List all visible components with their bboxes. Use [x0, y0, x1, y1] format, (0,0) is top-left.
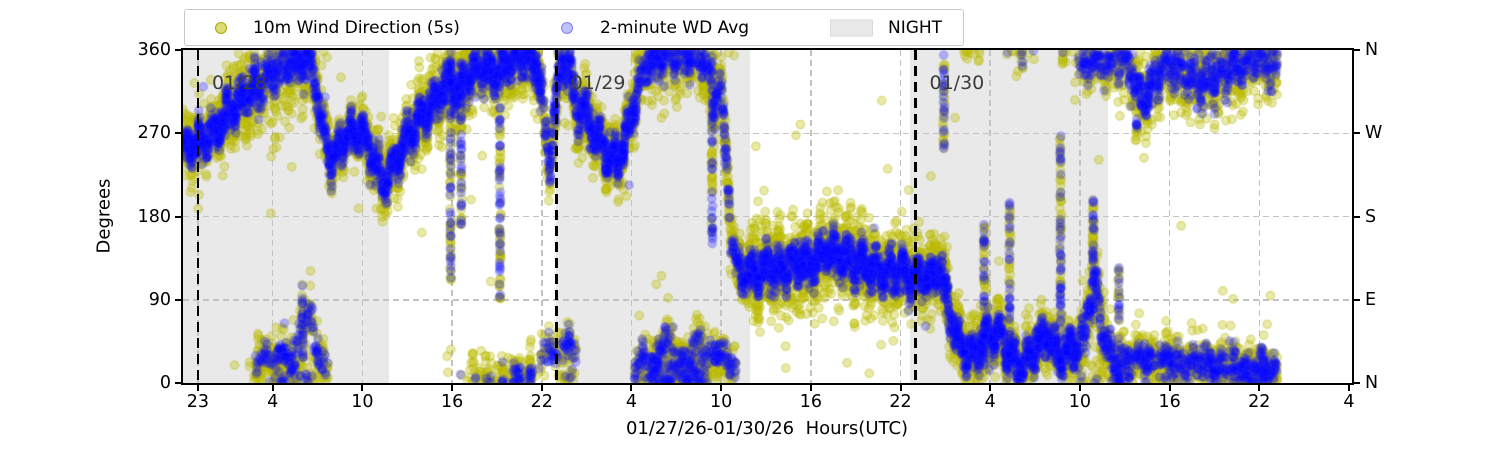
- y-tick-mark: [175, 382, 183, 384]
- x-tick-label: 10: [710, 392, 733, 412]
- x-tick-label: 16: [799, 392, 822, 412]
- date-line: [555, 50, 558, 383]
- y-tick-label: 180: [137, 206, 171, 227]
- compass-tick-mark: [1352, 132, 1360, 135]
- compass-tick-mark: [1352, 49, 1360, 51]
- x-tick-mark: [1078, 383, 1081, 391]
- x-tick-label: 4: [267, 392, 279, 412]
- y-tick-mark: [175, 215, 183, 218]
- x-tick-label: 22: [530, 392, 553, 412]
- x-tick-mark: [451, 383, 454, 391]
- x-tick-mark: [1168, 383, 1171, 391]
- compass-tick-label: N: [1365, 40, 1379, 60]
- x-tick-mark: [1348, 383, 1350, 391]
- y-tick-label: 360: [137, 40, 171, 60]
- y-tick-mark: [175, 298, 183, 301]
- compass-tick-label: W: [1365, 123, 1383, 144]
- y-tick-mark: [175, 132, 183, 135]
- x-tick-label: 22: [889, 392, 912, 412]
- legend-marker-night-patch-icon: [830, 19, 873, 36]
- x-tick-label: 10: [351, 392, 374, 412]
- legend-marker-5s-dot-icon: [215, 21, 227, 34]
- compass-tick-mark: [1352, 382, 1360, 384]
- legend-label-avg: 2-minute WD Avg: [600, 17, 750, 38]
- x-tick-mark: [809, 383, 812, 391]
- y-tick-label: 0: [159, 373, 171, 393]
- date-line-label: 01/30: [929, 72, 985, 94]
- x-tick-mark: [540, 383, 543, 391]
- x-tick-label: 22: [1248, 392, 1271, 412]
- y-tick-mark: [175, 49, 183, 51]
- compass-tick-label: N: [1365, 373, 1379, 393]
- x-tick-label: 16: [440, 392, 464, 412]
- x-tick-mark: [271, 383, 274, 391]
- legend-label-5s: 10m Wind Direction (5s): [253, 17, 460, 38]
- x-tick-label: 4: [625, 392, 638, 412]
- x-tick-mark: [989, 383, 992, 391]
- x-tick-mark: [899, 383, 902, 391]
- x-tick-mark: [720, 383, 723, 391]
- x-tick-label: 4: [1343, 392, 1355, 412]
- compass-tick-label: S: [1365, 206, 1377, 227]
- legend-marker-avg-dot-icon: [561, 21, 573, 34]
- compass-tick-mark: [1352, 215, 1360, 218]
- date-line-label: 01/28: [211, 72, 267, 94]
- x-tick-mark: [630, 383, 633, 391]
- date-line: [196, 50, 200, 383]
- x-axis-label: 01/27/26-01/30/26 Hours(UTC): [625, 418, 909, 439]
- y-tick-label: 270: [137, 123, 171, 144]
- legend-label-night: NIGHT: [888, 17, 943, 38]
- x-tick-label: 16: [1158, 392, 1181, 412]
- x-tick-mark: [196, 383, 199, 391]
- compass-tick-mark: [1352, 298, 1360, 301]
- date-line-label: 01/29: [570, 72, 626, 94]
- wind-direction-scatter-canvas: [183, 50, 1352, 383]
- compass-tick-label: E: [1365, 289, 1377, 310]
- x-tick-label: 23: [186, 392, 210, 412]
- x-tick-label: 4: [984, 392, 996, 412]
- date-line: [914, 50, 917, 383]
- x-tick-mark: [1258, 383, 1261, 391]
- y-tick-label: 90: [148, 289, 171, 310]
- x-tick-label: 10: [1068, 392, 1092, 412]
- legend: 10m Wind Direction (5s) 2-minute WD Avg …: [184, 9, 964, 46]
- x-tick-mark: [361, 383, 364, 391]
